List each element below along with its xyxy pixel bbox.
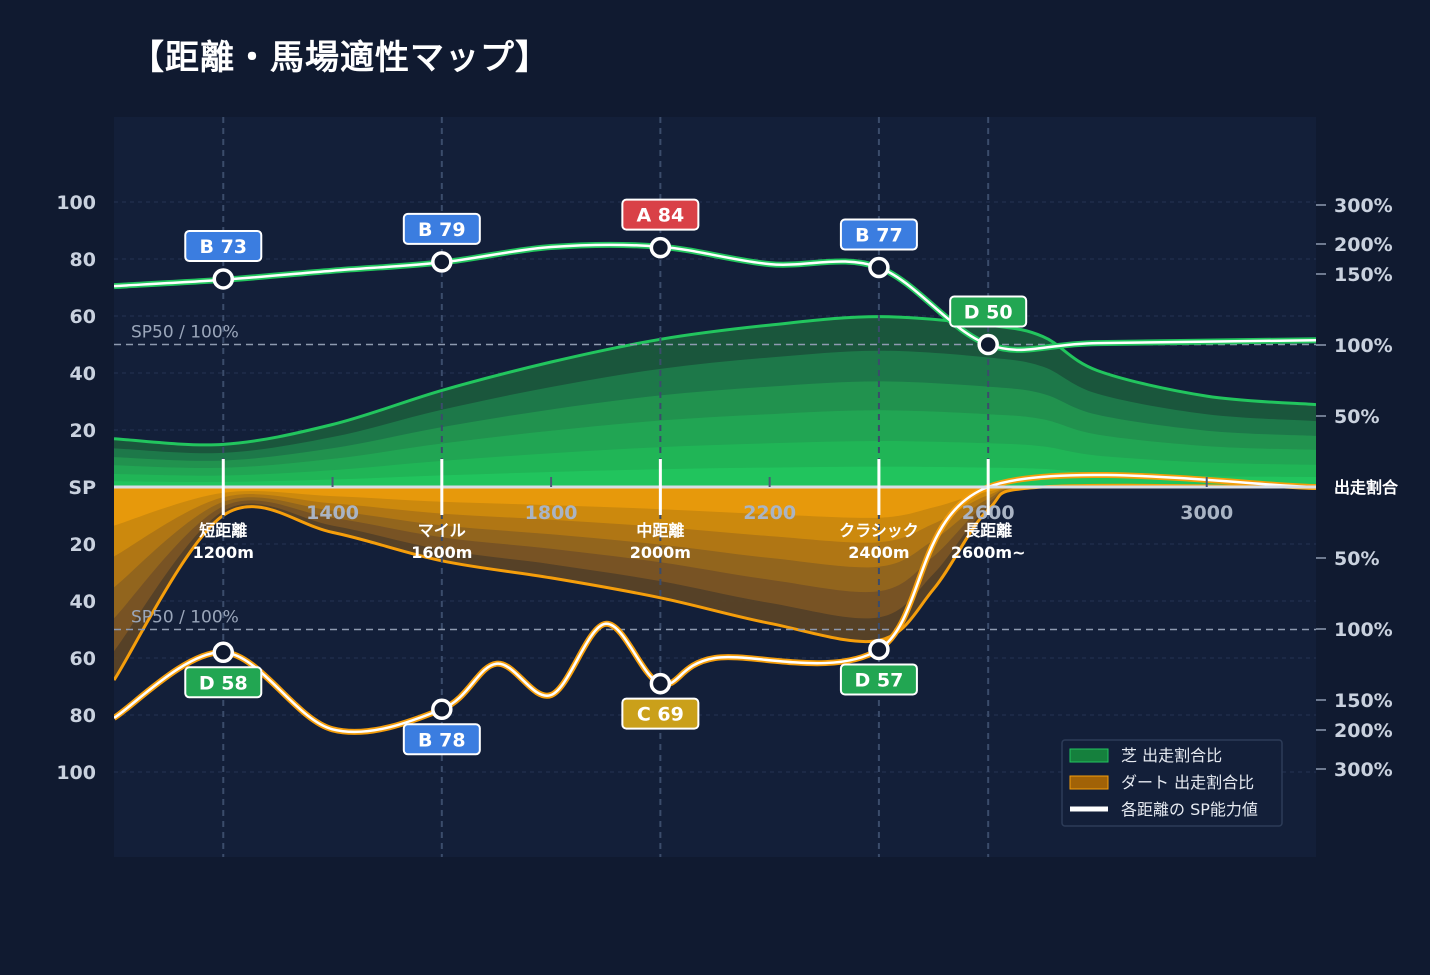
- dirt-area-layer: [114, 486, 1316, 526]
- turf-grade-badge-bg: [839, 218, 918, 251]
- legend-label: ダート 出走割合比: [1121, 773, 1254, 792]
- dirt-grade-badge-bg: [621, 697, 700, 730]
- sp-lines: [114, 241, 1316, 735]
- right-tick-label: 200%: [1334, 720, 1393, 742]
- turf-sp-point: [868, 256, 890, 279]
- turf-grade-badge-text: B 79: [418, 219, 466, 241]
- turf-grade-badge-text: B 77: [855, 225, 903, 247]
- turf-grade-badge-text: B 73: [199, 236, 247, 258]
- left-tick-label: 20: [70, 420, 96, 442]
- legend-label: 各距離の SP能力値: [1121, 800, 1258, 819]
- dirt-sp-point: [649, 672, 672, 695]
- left-tick-label: 40: [70, 591, 96, 613]
- sp50-label: SP50 / 100%: [131, 323, 239, 343]
- left-tick-label: 100: [56, 762, 96, 784]
- legend-swatch: [1069, 775, 1109, 790]
- left-axis-center-label: SP: [68, 477, 96, 499]
- dirt-grade-badge-text: B 78: [418, 729, 466, 751]
- dirt-grade-badge-text: C 69: [637, 704, 684, 726]
- right-tick-label: 300%: [1334, 759, 1393, 781]
- dirt-grade-badge-bg: [839, 663, 918, 696]
- dirt-sp-point: [868, 638, 890, 661]
- x-tick-label: 1800: [525, 502, 578, 524]
- category-name: 短距離: [199, 521, 247, 540]
- category-name: 長距離: [964, 521, 1012, 540]
- right-tick-label: 50%: [1334, 406, 1379, 428]
- chart-title: 【距離・馬場適性マップ】: [130, 38, 550, 78]
- dirt-area-layer: [114, 486, 1316, 557]
- category-distance: 1200m: [193, 543, 254, 562]
- right-tick-label: 200%: [1334, 234, 1393, 256]
- right-tick-label: 300%: [1334, 195, 1393, 217]
- category-distance: 2000m: [630, 543, 691, 562]
- left-tick-label: 20: [70, 534, 96, 556]
- left-tick-label: 40: [70, 363, 96, 385]
- turf-grade-badge-bg: [184, 229, 263, 262]
- dirt-sp-point: [431, 698, 453, 721]
- axes: 14001800220026003000短距離1200mマイル1600m中距離2…: [56, 192, 1399, 784]
- legend-label: 芝 出走割合比: [1121, 746, 1222, 765]
- dirt-ratio-line: [114, 483, 1316, 681]
- turf-grade-badge-bg: [402, 212, 481, 245]
- right-tick-label: 50%: [1334, 548, 1379, 570]
- turf-grade-badge-bg: [621, 198, 700, 231]
- dirt-sp-point: [212, 641, 235, 664]
- sp50-label: SP50 / 100%: [131, 608, 239, 628]
- left-tick-label: 60: [70, 648, 96, 670]
- dirt-grade-badge-text: D 58: [199, 672, 248, 694]
- dirt-grade-badge-text: D 57: [854, 669, 903, 691]
- area-layers: [114, 315, 1316, 681]
- left-tick-label: 80: [70, 249, 96, 271]
- dirt-grade-badge-bg: [402, 723, 481, 756]
- x-tick-label: 1400: [306, 502, 359, 524]
- turf-grade-badge-bg: [949, 295, 1028, 328]
- x-tick-label: 2200: [743, 502, 796, 524]
- turf-sp-point: [431, 251, 453, 273]
- dirt-grade-badge-bg: [184, 666, 263, 699]
- legend-box: [1061, 739, 1283, 827]
- turf-sp-point: [649, 236, 672, 259]
- turf-sp-point: [977, 333, 999, 356]
- dirt-sp-line: [114, 473, 1316, 734]
- left-tick-label: 60: [70, 306, 96, 328]
- category-name: クラシック: [839, 521, 919, 540]
- right-tick-label: 100%: [1334, 619, 1393, 641]
- turf-sp-line: [114, 243, 1316, 352]
- turf-ratio-line: [114, 315, 1316, 447]
- left-tick-label: 100: [56, 192, 96, 214]
- dirt-area-layer: [114, 486, 1316, 588]
- right-tick-label: 100%: [1334, 335, 1393, 357]
- turf-grade-badge-text: A 84: [636, 205, 684, 227]
- category-distance: 2400m: [848, 543, 909, 562]
- right-axis-center-label: 出走割合: [1334, 478, 1399, 497]
- right-tick-label: 150%: [1334, 690, 1393, 712]
- left-tick-label: 80: [70, 705, 96, 727]
- right-tick-label: 150%: [1334, 264, 1393, 286]
- legend-swatch: [1069, 748, 1109, 763]
- category-distance: 2600m~: [951, 543, 1026, 562]
- turf-grade-badge-text: D 50: [964, 302, 1013, 324]
- category-name: 中距離: [636, 521, 684, 540]
- turf-sp-point: [212, 268, 235, 290]
- category-name: マイル: [418, 521, 466, 540]
- category-distance: 1600m: [411, 543, 472, 562]
- x-tick-label: 3000: [1180, 502, 1233, 524]
- grade-markers: B 73 B 79 A 84 B 77 D 50 D 58 B 78 C 69 D 57: [184, 198, 1028, 756]
